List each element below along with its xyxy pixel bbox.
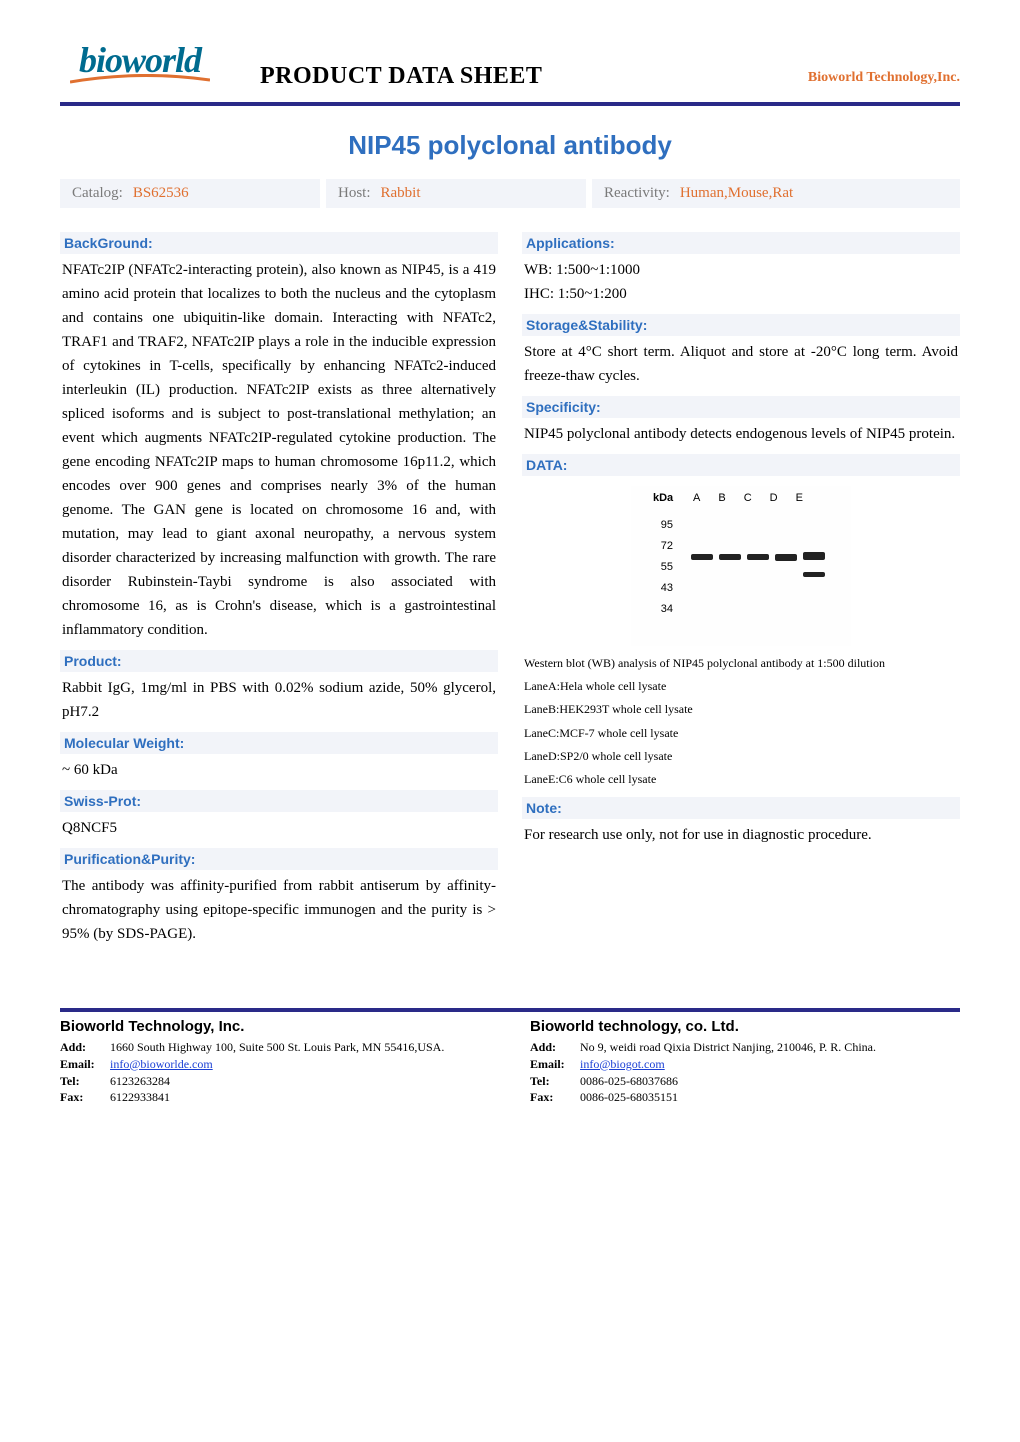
wb-lane-label: C — [744, 492, 752, 504]
footer: Bioworld Technology, Inc. Add: 1660 Sout… — [60, 1008, 960, 1106]
lane-a-caption: LaneA:Hela whole cell lysate — [522, 675, 960, 698]
purity-text: The antibody was affinity-purified from … — [60, 870, 498, 948]
header: bioworld PRODUCT DATA SHEET Bioworld Tec… — [60, 30, 960, 98]
reactivity-value: Human,Mouse,Rat — [680, 185, 793, 202]
catalog-value: BS62536 — [133, 185, 189, 202]
swissprot-header: Swiss-Prot: — [60, 790, 498, 812]
wb-lane-label: D — [770, 492, 778, 504]
company-name: Bioworld Technology,Inc. — [808, 70, 960, 90]
wb-band — [719, 554, 741, 560]
wb-lane-label: A — [693, 492, 700, 504]
lane-c-caption: LaneC:MCF-7 whole cell lysate — [522, 722, 960, 745]
footer-left-tel-label: Tel: — [60, 1073, 110, 1090]
footer-left-title: Bioworld Technology, Inc. — [60, 1018, 490, 1035]
footer-left-email-label: Email: — [60, 1056, 110, 1073]
lane-e-caption: LaneE:C6 whole cell lysate — [522, 768, 960, 791]
catalog-label: Catalog: — [72, 185, 123, 202]
app-wb: WB: 1:500~1:1000 — [522, 254, 960, 282]
header-divider — [60, 102, 960, 106]
product-text: Rabbit IgG, 1mg/ml in PBS with 0.02% sod… — [60, 672, 498, 726]
wb-lane-labels: A B C D E — [693, 492, 803, 504]
swissprot-text: Q8NCF5 — [60, 812, 498, 842]
logo-swoosh-icon — [70, 74, 210, 84]
wb-lane-label: B — [718, 492, 725, 504]
western-blot-image: kDa A B C D E 95 72 55 43 34 — [631, 486, 851, 646]
footer-left-add-label: Add: — [60, 1039, 110, 1056]
wb-band — [803, 552, 825, 560]
footer-right-title: Bioworld technology, co. Ltd. — [530, 1018, 960, 1035]
footer-left-fax-label: Fax: — [60, 1089, 110, 1106]
wb-lane-label: E — [796, 492, 803, 504]
right-column: Applications: WB: 1:500~1:1000 IHC: 1:50… — [522, 226, 960, 948]
footer-right-email-label: Email: — [530, 1056, 580, 1073]
purity-header: Purification&Purity: — [60, 848, 498, 870]
content-columns: BackGround: NFATc2IP (NFATc2-interacting… — [60, 226, 960, 948]
wb-ladder-value: 55 — [653, 562, 673, 573]
lane-d-caption: LaneD:SP2/0 whole cell lysate — [522, 745, 960, 768]
wb-band — [691, 554, 713, 560]
meta-bar: Catalog: BS62536 Host: Rabbit Reactivity… — [60, 179, 960, 208]
mw-header: Molecular Weight: — [60, 732, 498, 754]
wb-band — [803, 572, 825, 577]
kda-label: kDa — [653, 492, 673, 504]
specificity-header: Specificity: — [522, 396, 960, 418]
storage-header: Storage&Stability: — [522, 314, 960, 336]
lane-b-caption: LaneB:HEK293T whole cell lysate — [522, 698, 960, 721]
footer-left-add-value: 1660 South Highway 100, Suite 500 St. Lo… — [110, 1039, 444, 1056]
wb-ladder-value: 43 — [653, 583, 673, 594]
document-title: PRODUCT DATA SHEET — [260, 63, 768, 90]
wb-caption: Western blot (WB) analysis of NIP45 poly… — [522, 652, 960, 675]
company-logo: bioworld — [60, 30, 220, 90]
app-ihc: IHC: 1:50~1:200 — [522, 282, 960, 308]
wb-band — [775, 554, 797, 561]
footer-right-email-link[interactable]: info@biogot.com — [580, 1056, 665, 1073]
mw-text: ~ 60 kDa — [60, 754, 498, 784]
meta-reactivity: Reactivity: Human,Mouse,Rat — [592, 179, 960, 208]
wb-ladder-value: 34 — [653, 604, 673, 615]
wb-band — [747, 554, 769, 560]
footer-left-fax-value: 6122933841 — [110, 1089, 170, 1106]
footer-right-fax-label: Fax: — [530, 1089, 580, 1106]
product-title: NIP45 polyclonal antibody — [60, 130, 960, 161]
wb-ladder: 95 72 55 43 34 — [653, 520, 673, 625]
product-header: Product: — [60, 650, 498, 672]
background-text: NFATc2IP (NFATc2-interacting protein), a… — [60, 254, 498, 644]
footer-right-fax-value: 0086-025-68035151 — [580, 1089, 678, 1106]
footer-left-tel-value: 6123263284 — [110, 1073, 170, 1090]
note-text: For research use only, not for use in di… — [522, 819, 960, 849]
footer-right-add-label: Add: — [530, 1039, 580, 1056]
note-header: Note: — [522, 797, 960, 819]
reactivity-label: Reactivity: — [604, 185, 670, 202]
wb-ladder-value: 72 — [653, 541, 673, 552]
footer-right-tel-value: 0086-025-68037686 — [580, 1073, 678, 1090]
data-header: DATA: — [522, 454, 960, 476]
host-value: Rabbit — [381, 185, 421, 202]
storage-text: Store at 4°C short term. Aliquot and sto… — [522, 336, 960, 390]
host-label: Host: — [338, 185, 371, 202]
background-header: BackGround: — [60, 232, 498, 254]
meta-host: Host: Rabbit — [326, 179, 586, 208]
meta-catalog: Catalog: BS62536 — [60, 179, 320, 208]
footer-left: Bioworld Technology, Inc. Add: 1660 Sout… — [60, 1018, 490, 1106]
footer-left-email-link[interactable]: info@bioworlde.com — [110, 1056, 213, 1073]
specificity-text: NIP45 polyclonal antibody detects endoge… — [522, 418, 960, 448]
left-column: BackGround: NFATc2IP (NFATc2-interacting… — [60, 226, 498, 948]
wb-ladder-value: 95 — [653, 520, 673, 531]
applications-header: Applications: — [522, 232, 960, 254]
footer-right-add-value: No 9, weidi road Qixia District Nanjing,… — [580, 1039, 876, 1056]
footer-right: Bioworld technology, co. Ltd. Add: No 9,… — [530, 1018, 960, 1106]
footer-right-tel-label: Tel: — [530, 1073, 580, 1090]
